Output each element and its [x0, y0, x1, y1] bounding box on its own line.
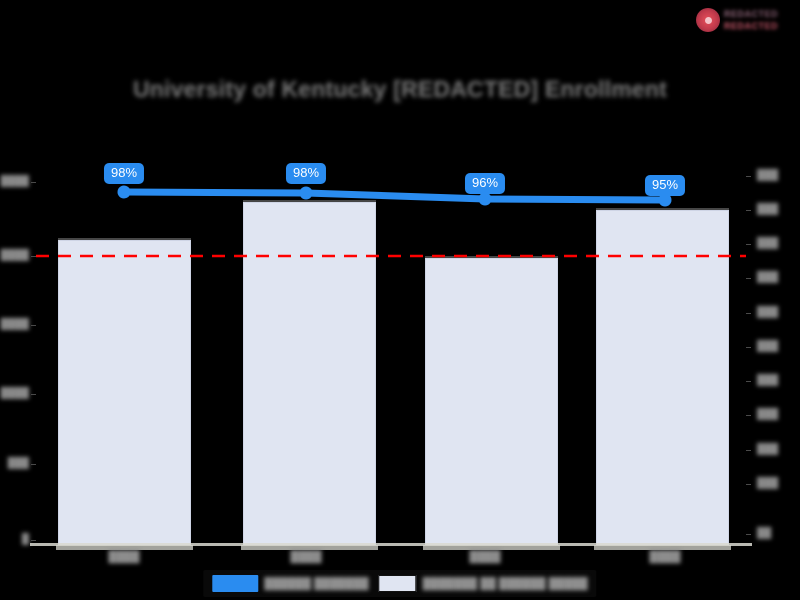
y-axis-right-tick-mark	[746, 534, 751, 535]
plot-area: ████ ████ ████ ████ ███ █ ███ ███ ███ ██…	[1, 150, 778, 563]
y-axis-right-tick-label: ███	[757, 272, 779, 283]
y-axis-left-tick-mark	[31, 394, 36, 395]
bar-series-point[interactable]	[594, 210, 731, 550]
y-axis-left-tick-mark	[31, 464, 36, 465]
line-marker[interactable]	[478, 192, 492, 206]
data-label: 95%	[644, 175, 686, 196]
y-axis-right-tick-label: ███	[757, 478, 779, 489]
chart-title: University of Kentucky [REDACTED] Enroll…	[132, 76, 668, 102]
chart-legend: ██████ ███████ ███████ ██ ██████ █████	[203, 570, 596, 597]
y-axis-right-tick-label: ███	[757, 444, 779, 455]
x-axis-category-label: ████	[108, 551, 140, 563]
y-axis-left-tick-label: ████	[0, 250, 29, 261]
y-axis-right-tick-mark	[746, 176, 751, 177]
y-axis-right-tick-mark	[746, 484, 751, 485]
flower-logo-icon	[696, 8, 720, 32]
y-axis-right-tick-label: ███	[757, 307, 779, 318]
y-axis-left-tick-mark	[31, 182, 36, 183]
y-axis-right-tick-label: ███	[757, 375, 779, 386]
line-marker[interactable]	[299, 186, 313, 200]
y-axis-right-tick-mark	[746, 450, 751, 451]
y-axis-right-tick-mark	[746, 415, 751, 416]
y-axis-right-tick-label: ███	[757, 238, 779, 249]
data-label: 98%	[285, 163, 327, 184]
y-axis-left-tick-mark	[31, 325, 36, 326]
y-axis-left-tick-label: ████	[0, 388, 29, 399]
legend-item-bar-series[interactable]: ███████ ██ ██████ █████	[378, 575, 588, 592]
y-axis-left-tick-label: ███	[7, 458, 29, 469]
y-axis-right-tick-mark	[746, 381, 751, 382]
logo-line-2: REDACTED	[724, 21, 779, 31]
x-axis-category-label: ████	[649, 551, 681, 563]
logo-wordmark: REDACTED REDACTED	[724, 9, 778, 31]
y-axis-left-tick-label: ████	[0, 319, 29, 330]
y-axis-right-tick-label: ███	[757, 409, 779, 420]
bar-series-point[interactable]	[241, 202, 378, 550]
line-marker[interactable]	[658, 193, 672, 207]
bar-series-point[interactable]	[423, 258, 560, 550]
y-axis-left-tick-mark	[31, 540, 36, 541]
y-axis-right-tick-mark	[746, 347, 751, 348]
x-axis-category-label: ████	[290, 551, 322, 563]
y-axis-right-tick-mark	[746, 278, 751, 279]
line-marker[interactable]	[117, 185, 131, 199]
y-axis-right-tick-mark	[746, 210, 751, 211]
legend-item-line-series[interactable]: ██████ ███████	[212, 575, 369, 592]
y-axis-right-tick-label: ███	[757, 170, 779, 181]
y-axis-left-tick-mark	[31, 256, 36, 257]
line-series-overlay	[36, 185, 746, 258]
data-label: 98%	[103, 163, 145, 184]
legend-label: ██████ ███████	[264, 577, 369, 590]
y-axis-right-tick-label: ██	[757, 528, 772, 539]
y-axis-right-tick-mark	[746, 244, 751, 245]
y-axis-right-tick-label: ███	[757, 204, 779, 215]
y-axis-right-tick-mark	[746, 313, 751, 314]
data-label: 96%	[464, 173, 506, 194]
y-axis-right-tick-label: ███	[757, 341, 779, 352]
bar-series-point[interactable]	[56, 240, 193, 550]
line-series-path	[120, 188, 669, 204]
x-axis-baseline	[30, 543, 752, 546]
y-axis-left-tick-label: █	[21, 534, 29, 545]
x-axis-category-label: ████	[469, 551, 501, 563]
legend-label: ███████ ██ ██████ █████	[422, 577, 588, 590]
y-axis-left-tick-label: ████	[0, 176, 29, 187]
legend-swatch-bar-icon	[378, 575, 417, 592]
legend-swatch-line-icon	[212, 575, 259, 592]
brand-logo: REDACTED REDACTED	[696, 4, 794, 36]
logo-line-1: REDACTED	[724, 9, 779, 19]
